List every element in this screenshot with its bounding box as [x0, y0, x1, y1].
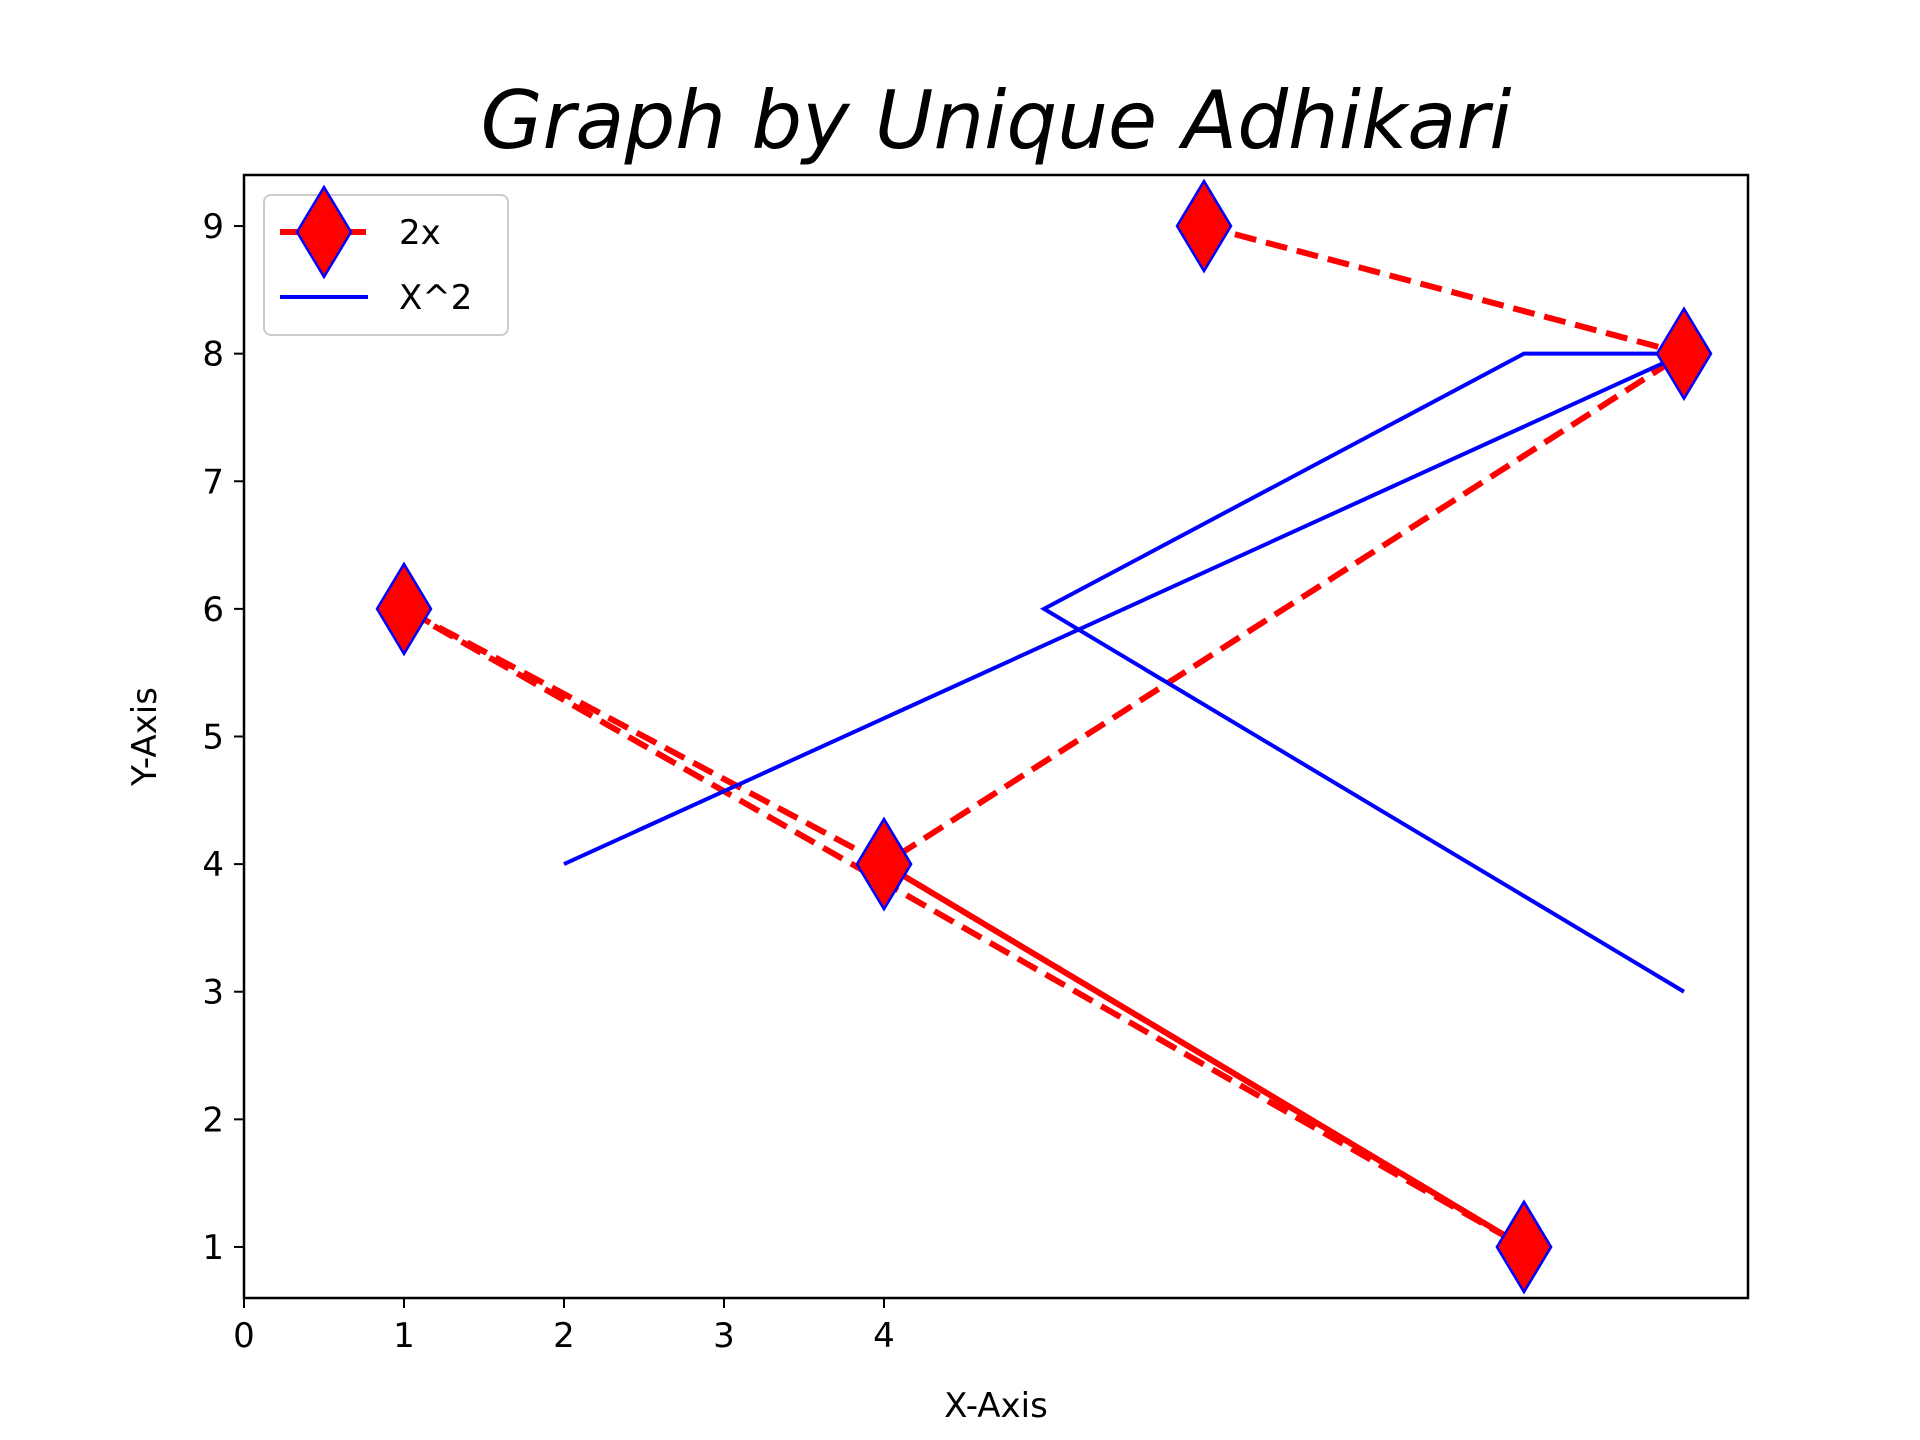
y-tick-label: 9	[202, 207, 224, 247]
x-tick-label: 2	[553, 1316, 575, 1356]
series-1-marker	[1495, 1199, 1553, 1295]
series-line-1	[402, 223, 1692, 1250]
y-axis-label: Y-Axis	[125, 687, 165, 787]
x-axis-label: X-Axis	[944, 1386, 1048, 1426]
x-tick-label: 1	[393, 1316, 415, 1356]
y-tick-label: 2	[202, 1100, 224, 1140]
legend: 2x X^2	[263, 184, 509, 336]
y-tick-label: 8	[202, 335, 224, 375]
x-tick-label: 0	[233, 1316, 255, 1356]
series-1-marker	[1175, 178, 1233, 274]
axes-frame	[242, 173, 1750, 1300]
y-axis: 1 2 3 4 5 6 7 8 9	[202, 207, 244, 1268]
plot-area	[375, 178, 1713, 1295]
x-tick-label: 4	[873, 1316, 895, 1356]
x-axis: 0 1 2 3 4	[233, 1298, 895, 1356]
y-tick-label: 1	[202, 1228, 224, 1268]
legend-marker	[295, 184, 353, 280]
y-tick-label: 7	[202, 462, 224, 502]
series-1-marker	[1655, 306, 1713, 402]
y-tick-label: 4	[202, 845, 224, 885]
series-1-marker	[375, 561, 433, 657]
legend-label: X^2	[399, 278, 472, 318]
x-tick-label: 3	[713, 1316, 735, 1356]
series-line-2	[563, 351, 1686, 994]
y-tick-label: 6	[202, 590, 224, 630]
series-1-marker	[855, 816, 913, 912]
y-tick-label: 3	[202, 973, 224, 1013]
y-tick-label: 5	[202, 718, 224, 758]
chart-title: Graph by Unique Adhikari	[481, 74, 1512, 167]
legend-label: 2x	[399, 213, 441, 253]
